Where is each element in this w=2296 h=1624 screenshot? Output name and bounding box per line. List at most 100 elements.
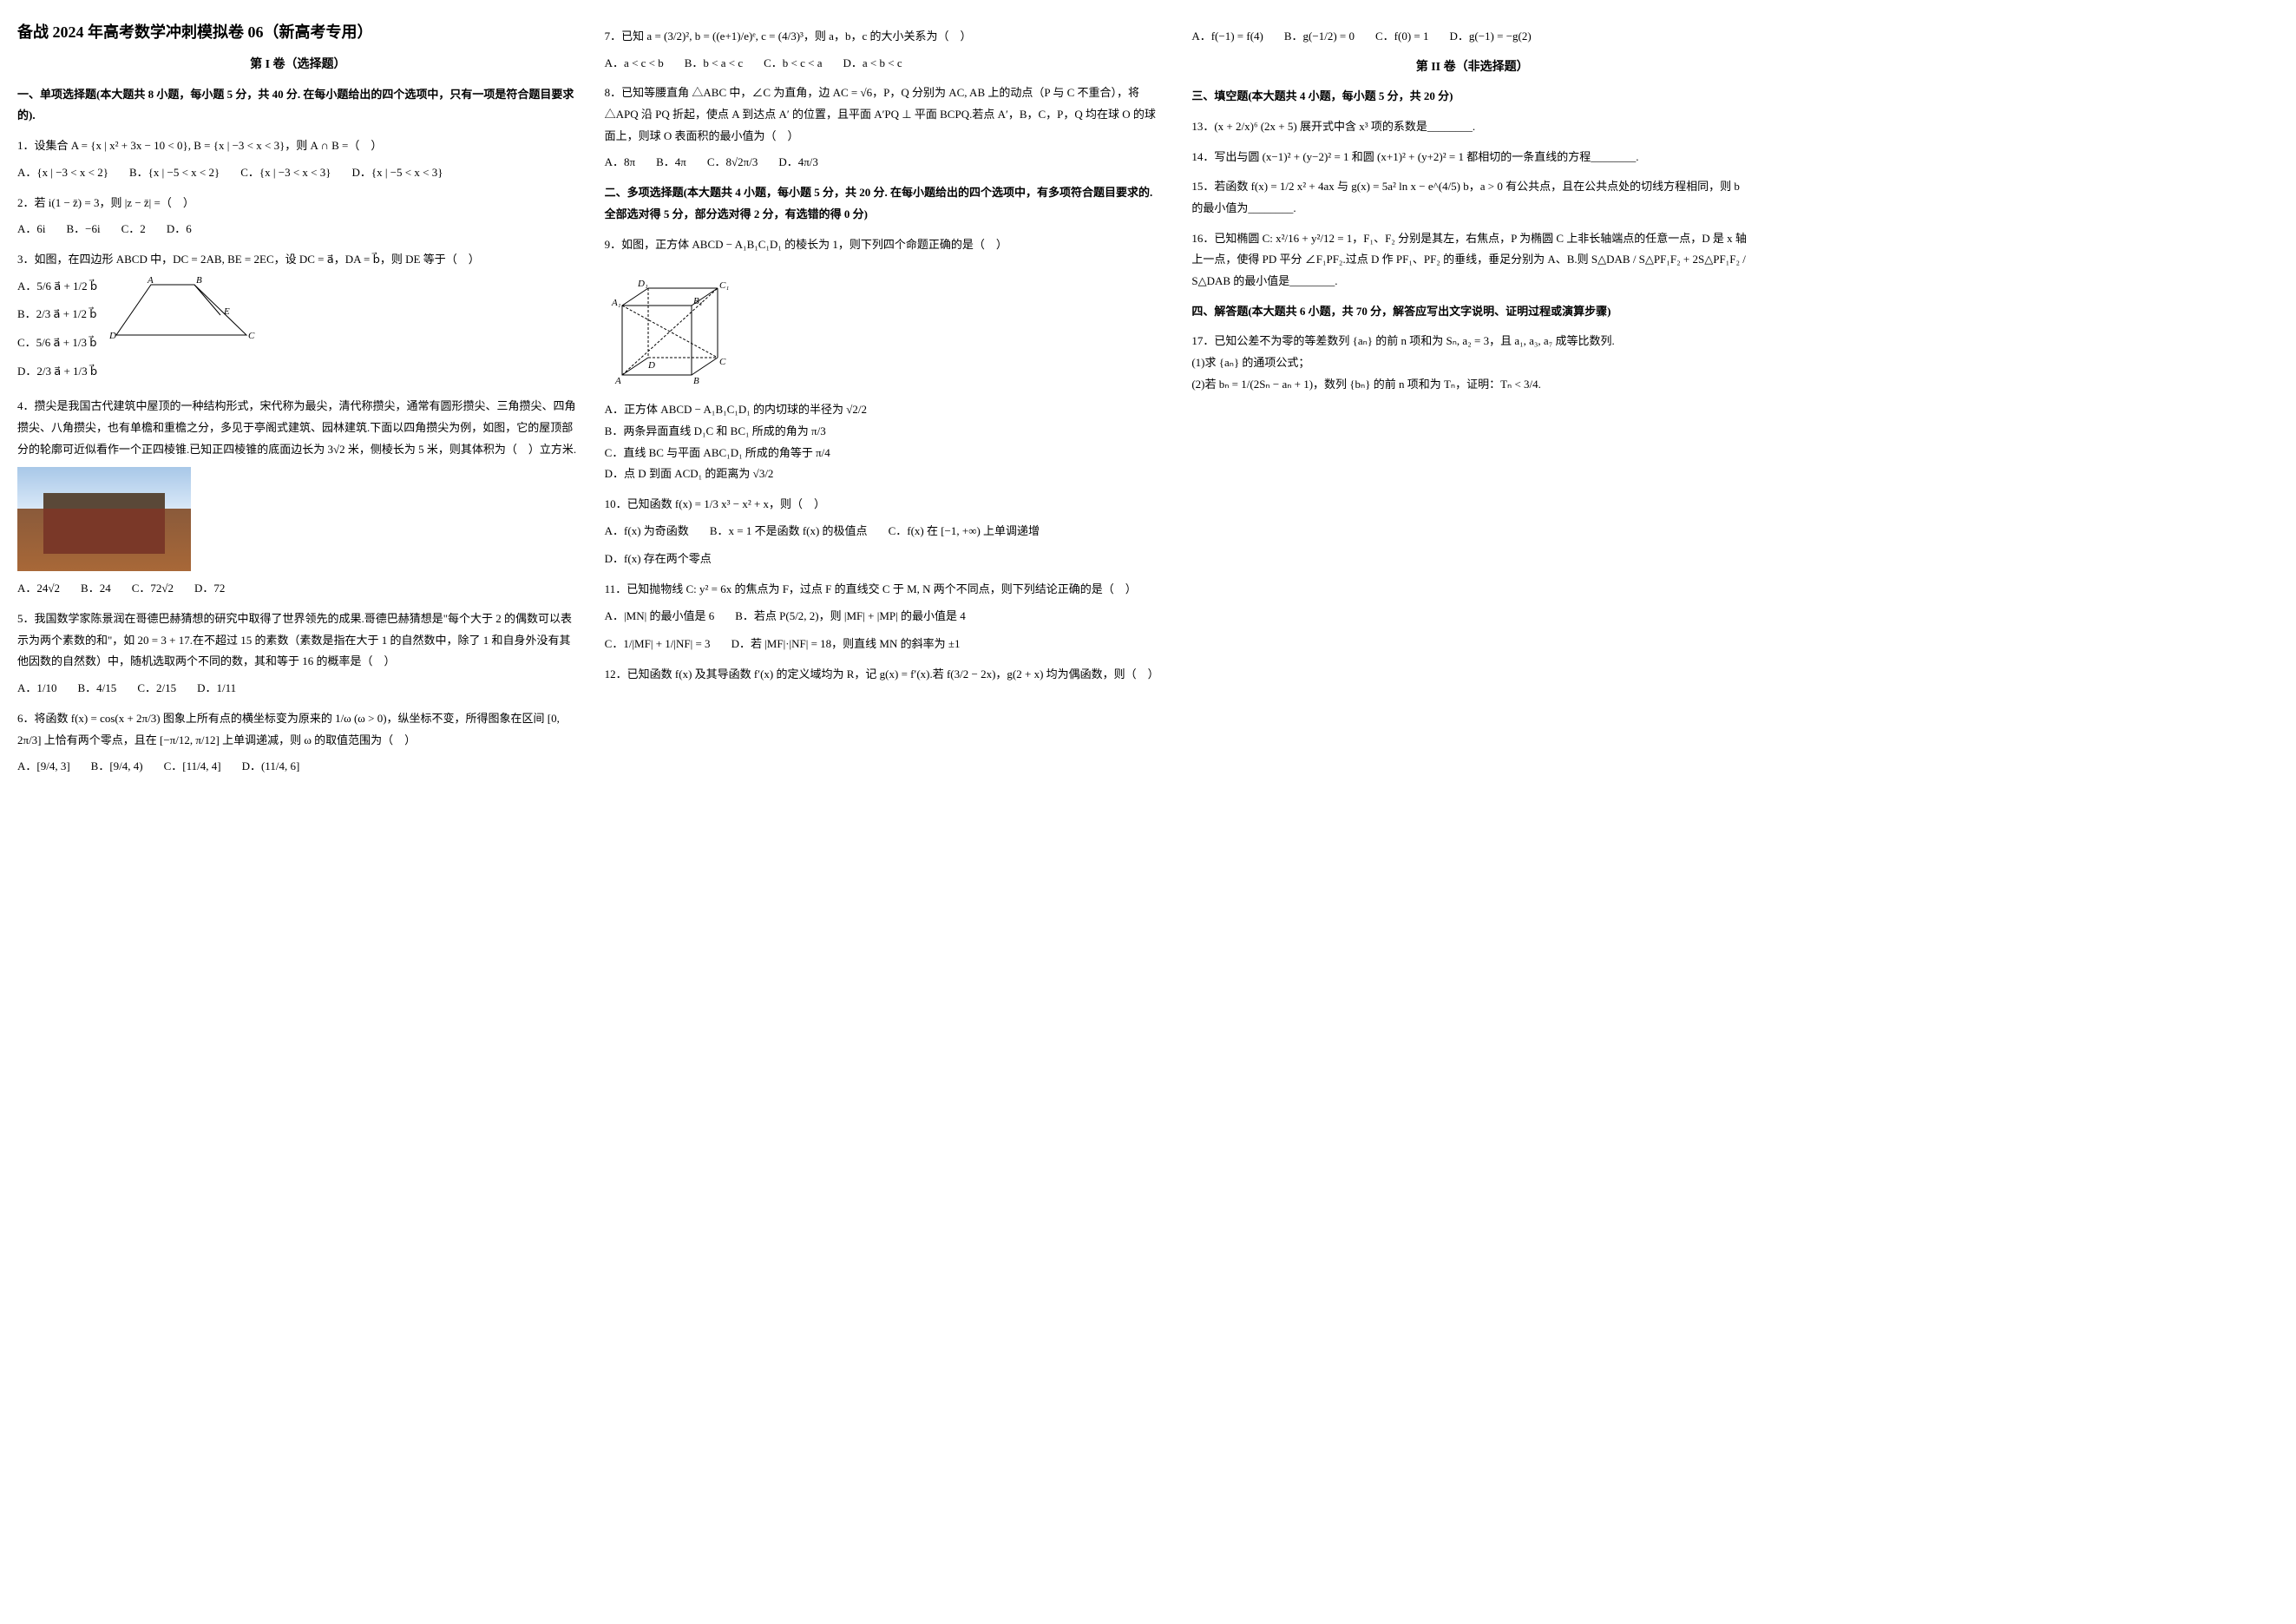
q12-stem: 12．已知函数 f(x) 及其导函数 f′(x) 的定义域均为 R，记 g(x)… xyxy=(605,664,1166,686)
question-4: 4．攒尖是我国古代建筑中屋顶的一种结构形式，宋代称为最尖，清代称攒尖，通常有圆形… xyxy=(17,396,579,600)
question-7: 7．已知 a = (3/2)², b = ((e+1)/e)ᵉ, c = (4/… xyxy=(605,26,1166,74)
question-2: 2．若 i(1 − z̄) = 3，则 |z − z̄| =（ ） A．6i B… xyxy=(17,193,579,240)
column-2: 7．已知 a = (3/2)², b = ((e+1)/e)ᵉ, c = (4/… xyxy=(605,17,1166,786)
svg-text:C: C xyxy=(719,357,726,367)
question-9: 9．如图，正方体 ABCD − A₁B₁C₁D₁ 的棱长为 1，则下列四个命题正… xyxy=(605,234,1166,485)
q6-opt-c: C．[11/4, 4] xyxy=(164,756,221,778)
q3-stem: 3．如图，在四边形 ABCD 中，DC = 2AB, BE = 2EC，设 DC… xyxy=(17,249,579,271)
q7-options: A．a < c < b B．b < a < c C．b < c < a D．a … xyxy=(605,53,1166,75)
q11-opt-c: C．1/|MF| + 1/|NF| = 3 xyxy=(605,634,711,655)
q2-opt-d: D．6 xyxy=(167,219,192,240)
svg-text:C: C xyxy=(248,331,255,341)
q2-options: A．6i B．−6i C．2 D．6 xyxy=(17,219,579,240)
q10-options: A．f(x) 为奇函数 B．x = 1 不是函数 f(x) 的极值点 C．f(x… xyxy=(605,521,1166,570)
q13-stem: 13．(x + 2/x)⁶ (2x + 5) 展开式中含 x³ 项的系数是___… xyxy=(1191,116,1753,138)
q11-opt-b: B．若点 P(5/2, 2)，则 |MF| + |MP| 的最小值是 4 xyxy=(735,606,966,628)
q1-opt-a: A．{x | −3 < x < 2} xyxy=(17,162,108,184)
q6-opt-b: B．[9/4, 4) xyxy=(91,756,143,778)
q7-stem: 7．已知 a = (3/2)², b = ((e+1)/e)ᵉ, c = (4/… xyxy=(605,26,1166,48)
question-8: 8．已知等腰直角 △ABC 中，∠C 为直角，边 AC = √6，P，Q 分别为… xyxy=(605,82,1166,174)
q9-opt-c: C．直线 BC 与平面 ABC₁D₁ 所成的角等于 π/4 xyxy=(605,443,1166,464)
section-single-choice: 一、单项选择题(本大题共 8 小题，每小题 5 分，共 40 分. 在每小题给出… xyxy=(17,84,579,127)
q5-opt-d: D．1/11 xyxy=(197,678,236,700)
q4-options: A．24√2 B．24 C．72√2 D．72 xyxy=(17,578,579,600)
q5-options: A．1/10 B．4/15 C．2/15 D．1/11 xyxy=(17,678,579,700)
q8-stem: 8．已知等腰直角 △ABC 中，∠C 为直角，边 AC = √6，P，Q 分别为… xyxy=(605,82,1166,147)
q12-options: A．f(−1) = f(4) B．g(−1/2) = 0 C．f(0) = 1 … xyxy=(1191,26,1753,48)
q4-opt-b: B．24 xyxy=(81,578,111,600)
q2-opt-b: B．−6i xyxy=(67,219,101,240)
q7-opt-b: B．b < a < c xyxy=(685,53,743,75)
svg-text:D: D xyxy=(647,360,655,371)
trapezoid-figure: A B C D E xyxy=(108,276,255,345)
column-1: 备战 2024 年高考数学冲刺模拟卷 06（新高考专用） 第 I 卷（选择题） … xyxy=(17,17,579,786)
question-17: 17．已知公差不为零的等差数列 {aₙ} 的前 n 项和为 Sₙ, a₂ = 3… xyxy=(1191,331,1753,395)
column-3: A．f(−1) = f(4) B．g(−1/2) = 0 C．f(0) = 1 … xyxy=(1191,17,1753,786)
q7-opt-c: C．b < c < a xyxy=(764,53,822,75)
q11-opt-a: A．|MN| 的最小值是 6 xyxy=(605,606,715,628)
q11-opt-d: D．若 |MF|·|NF| = 18，则直线 MN 的斜率为 ±1 xyxy=(731,634,961,655)
q3-opt-d: D．2/3 a⃗ + 1/3 b⃗ xyxy=(17,361,97,383)
q10-opt-a: A．f(x) 为奇函数 xyxy=(605,521,689,542)
q1-options: A．{x | −3 < x < 2} B．{x | −5 < x < 2} C．… xyxy=(17,162,579,184)
question-5: 5．我国数学家陈景润在哥德巴赫猜想的研究中取得了世界领先的成果.哥德巴赫猜想是"… xyxy=(17,608,579,700)
q8-opt-c: C．8√2π/3 xyxy=(707,152,758,174)
question-10: 10．已知函数 f(x) = 1/3 x³ − x² + x，则（ ） A．f(… xyxy=(605,494,1166,570)
q3-opt-c: C．5/6 a⃗ + 1/3 b⃗ xyxy=(17,332,97,354)
q12-opt-a: A．f(−1) = f(4) xyxy=(1191,26,1263,48)
svg-text:A: A xyxy=(614,376,621,386)
cube-figure: A B C D A₁ B₁ C₁ D₁ xyxy=(605,262,1166,392)
q7-opt-d: D．a < b < c xyxy=(843,53,902,75)
q10-opt-b: B．x = 1 不是函数 f(x) 的极值点 xyxy=(710,521,868,542)
section-multi-choice: 二、多项选择题(本大题共 4 小题，每小题 5 分，共 20 分. 在每小题给出… xyxy=(605,182,1166,225)
q6-stem: 6．将函数 f(x) = cos(x + 2π/3) 图象上所有点的横坐标变为原… xyxy=(17,708,579,751)
q5-opt-c: C．2/15 xyxy=(137,678,176,700)
q2-stem: 2．若 i(1 − z̄) = 3，则 |z − z̄| =（ ） xyxy=(17,193,579,214)
question-16: 16．已知椭圆 C: x²/16 + y²/12 = 1，F₁、F₂ 分别是其左… xyxy=(1191,228,1753,293)
svg-text:D₁: D₁ xyxy=(637,279,648,289)
volume-2-title: 第 II 卷（非选择题） xyxy=(1191,56,1753,80)
q14-stem: 14．写出与圆 (x−1)² + (y−2)² = 1 和圆 (x+1)² + … xyxy=(1191,147,1753,168)
q8-opt-d: D．4π/3 xyxy=(778,152,818,174)
q11-stem: 11．已知抛物线 C: y² = 6x 的焦点为 F，过点 F 的直线交 C 于… xyxy=(605,579,1166,601)
volume-1-title: 第 I 卷（选择题） xyxy=(17,54,579,77)
q9-opt-a: A．正方体 ABCD − A₁B₁C₁D₁ 的内切球的半径为 √2/2 xyxy=(605,399,1166,421)
svg-text:B₁: B₁ xyxy=(693,296,703,306)
q9-stem: 9．如图，正方体 ABCD − A₁B₁C₁D₁ 的棱长为 1，则下列四个命题正… xyxy=(605,234,1166,256)
question-11: 11．已知抛物线 C: y² = 6x 的焦点为 F，过点 F 的直线交 C 于… xyxy=(605,579,1166,655)
q15-stem: 15．若函数 f(x) = 1/2 x² + 4ax 与 g(x) = 5a² … xyxy=(1191,176,1753,219)
q12-opt-d: D．g(−1) = −g(2) xyxy=(1449,26,1531,48)
q11-options: A．|MN| 的最小值是 6 B．若点 P(5/2, 2)，则 |MF| + |… xyxy=(605,606,1166,655)
q5-opt-a: A．1/10 xyxy=(17,678,57,700)
svg-text:E: E xyxy=(223,306,230,317)
question-6: 6．将函数 f(x) = cos(x + 2π/3) 图象上所有点的横坐标变为原… xyxy=(17,708,579,778)
q16-stem: 16．已知椭圆 C: x²/16 + y²/12 = 1，F₁、F₂ 分别是其左… xyxy=(1191,228,1753,293)
q1-opt-d: D．{x | −5 < x < 3} xyxy=(351,162,443,184)
section-answer: 四、解答题(本大题共 6 小题，共 70 分，解答应写出文字说明、证明过程或演算… xyxy=(1191,301,1753,323)
q5-stem: 5．我国数学家陈景润在哥德巴赫猜想的研究中取得了世界领先的成果.哥德巴赫猜想是"… xyxy=(17,608,579,673)
q17-part2: (2)若 bₙ = 1/(2Sₙ − aₙ + 1)，数列 {bₙ} 的前 n … xyxy=(1191,374,1753,396)
q12-opt-c: C．f(0) = 1 xyxy=(1375,26,1429,48)
exam-page: 备战 2024 年高考数学冲刺模拟卷 06（新高考专用） 第 I 卷（选择题） … xyxy=(17,17,1753,786)
question-14: 14．写出与圆 (x−1)² + (y−2)² = 1 和圆 (x+1)² + … xyxy=(1191,147,1753,168)
question-12-part1: 12．已知函数 f(x) 及其导函数 f′(x) 的定义域均为 R，记 g(x)… xyxy=(605,664,1166,686)
q9-opt-d: D．点 D 到面 ACD₁ 的距离为 √3/2 xyxy=(605,464,1166,485)
svg-text:A₁: A₁ xyxy=(611,298,621,308)
question-3: 3．如图，在四边形 ABCD 中，DC = 2AB, BE = 2EC，设 DC… xyxy=(17,249,579,387)
q4-opt-c: C．72√2 xyxy=(132,578,174,600)
svg-text:B: B xyxy=(196,276,202,286)
section-fill-blank: 三、填空题(本大题共 4 小题，每小题 5 分，共 20 分) xyxy=(1191,86,1753,108)
svg-text:D: D xyxy=(108,331,116,341)
q4-opt-a: A．24√2 xyxy=(17,578,60,600)
main-title: 备战 2024 年高考数学冲刺模拟卷 06（新高考专用） xyxy=(17,17,579,47)
q2-opt-c: C．2 xyxy=(121,219,146,240)
q9-opt-b: B．两条异面直线 D₁C 和 BC₁ 所成的角为 π/3 xyxy=(605,421,1166,443)
q10-opt-c: C．f(x) 在 [−1, +∞) 上单调递增 xyxy=(889,521,1040,542)
question-13: 13．(x + 2/x)⁶ (2x + 5) 展开式中含 x³ 项的系数是___… xyxy=(1191,116,1753,138)
question-12-part2: A．f(−1) = f(4) B．g(−1/2) = 0 C．f(0) = 1 … xyxy=(1191,26,1753,48)
q3-opt-b: B．2/3 a⃗ + 1/2 b⃗ xyxy=(17,304,97,325)
q8-opt-b: B．4π xyxy=(656,152,686,174)
question-15: 15．若函数 f(x) = 1/2 x² + 4ax 与 g(x) = 5a² … xyxy=(1191,176,1753,219)
q12-opt-b: B．g(−1/2) = 0 xyxy=(1284,26,1355,48)
q1-opt-c: C．{x | −3 < x < 3} xyxy=(240,162,331,184)
